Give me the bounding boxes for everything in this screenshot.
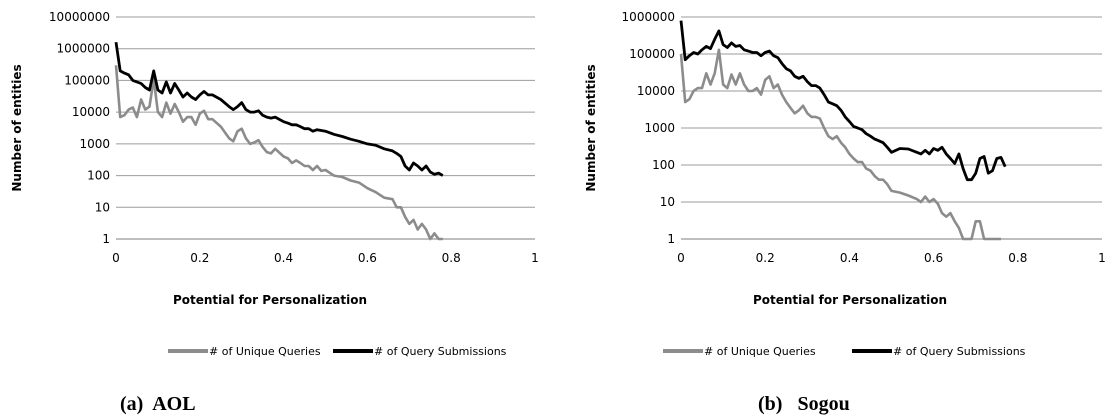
aol-x-tick-label: 1 [531, 251, 539, 265]
sogou-y-tick-label: 10 [660, 195, 675, 209]
aol-legend-label-unique: # of Unique Queries [209, 345, 321, 358]
aol-caption: (a) AOL [120, 393, 196, 415]
aol-gridlines [116, 16, 535, 208]
aol-x-tick-label: 0.2 [190, 251, 209, 265]
sogou-x-tick-label: 1 [1098, 251, 1106, 265]
aol-series-unique-queries [114, 65, 443, 241]
aol-y-tick-label: 10000000 [49, 10, 110, 24]
sogou-y-tick-label: 100 [652, 158, 675, 172]
aol-y-tick-label: 1000 [79, 137, 110, 151]
sogou-x-tick-label: 0.4 [840, 251, 859, 265]
sogou-x-tick-label: 0.6 [924, 251, 943, 265]
sogou-x-tick-label: 0.8 [1008, 251, 1027, 265]
aol-y-tick-label: 10000 [72, 105, 110, 119]
sogou-y-tick-label: 10000 [637, 84, 675, 98]
sogou-caption: (b) Sogou [758, 393, 850, 415]
sogou-legend-label-submissions: # of Query Submissions [893, 345, 1026, 358]
sogou-legend-label-unique: # of Unique Queries [704, 345, 816, 358]
sogou-series-query-submissions [679, 20, 1007, 182]
aol-series-lines [114, 41, 444, 241]
sogou-y-tick-label: 100000 [629, 47, 675, 61]
aol-y-tick-labels: 1 10 100 1000 10000 100000 1000000 10000000 [49, 10, 110, 246]
aol-legend: # of Unique Queries # of Query Submissio… [168, 345, 507, 358]
sogou-x-tick-label: 0 [677, 251, 685, 265]
sogou-series-unique-queries [679, 48, 1001, 241]
aol-x-tick-labels: 0 0.2 0.4 0.6 0.8 1 [112, 251, 539, 265]
aol-y-tick-label: 100 [87, 169, 110, 183]
sogou-y-tick-label: 1000000 [622, 10, 675, 24]
aol-y-axis-title: Number of entities [10, 64, 24, 191]
sogou-x-tick-labels: 0 0.2 0.4 0.6 0.8 1 [677, 251, 1106, 265]
sogou-y-tick-label: 1 [667, 232, 675, 246]
sogou-series-lines [679, 20, 1007, 241]
sogou-legend: # of Unique Queries # of Query Submissio… [663, 345, 1026, 358]
aol-y-tick-label: 1000000 [57, 42, 110, 56]
aol-y-tick-label: 10 [95, 200, 110, 214]
aol-x-tick-label: 0.8 [442, 251, 461, 265]
aol-legend-label-submissions: # of Query Submissions [374, 345, 507, 358]
sogou-y-tick-label: 1000 [644, 121, 675, 135]
sogou-x-axis-title: Potential for Personalization [753, 293, 947, 307]
sogou-x-tick-label: 0.2 [756, 251, 775, 265]
aol-x-tick-label: 0 [112, 251, 120, 265]
aol-y-tick-label: 1 [102, 232, 110, 246]
aol-x-axis-title: Potential for Personalization [173, 293, 367, 307]
sogou-y-tick-labels: 1 10 100 1000 10000 100000 1000000 [622, 10, 675, 246]
aol-x-tick-label: 0.4 [274, 251, 293, 265]
aol-y-tick-label: 100000 [64, 73, 110, 87]
sogou-y-axis-title: Number of entities [584, 64, 598, 191]
sogou-gridlines [681, 16, 1102, 203]
aol-series-query-submissions [114, 41, 444, 177]
chart-aol: 1 10 100 1000 10000 100000 1000000 10000000 0 0.… [10, 10, 539, 415]
aol-x-tick-label: 0.6 [358, 251, 377, 265]
